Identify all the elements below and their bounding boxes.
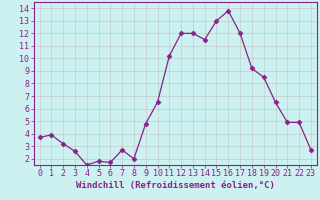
X-axis label: Windchill (Refroidissement éolien,°C): Windchill (Refroidissement éolien,°C): [76, 181, 275, 190]
